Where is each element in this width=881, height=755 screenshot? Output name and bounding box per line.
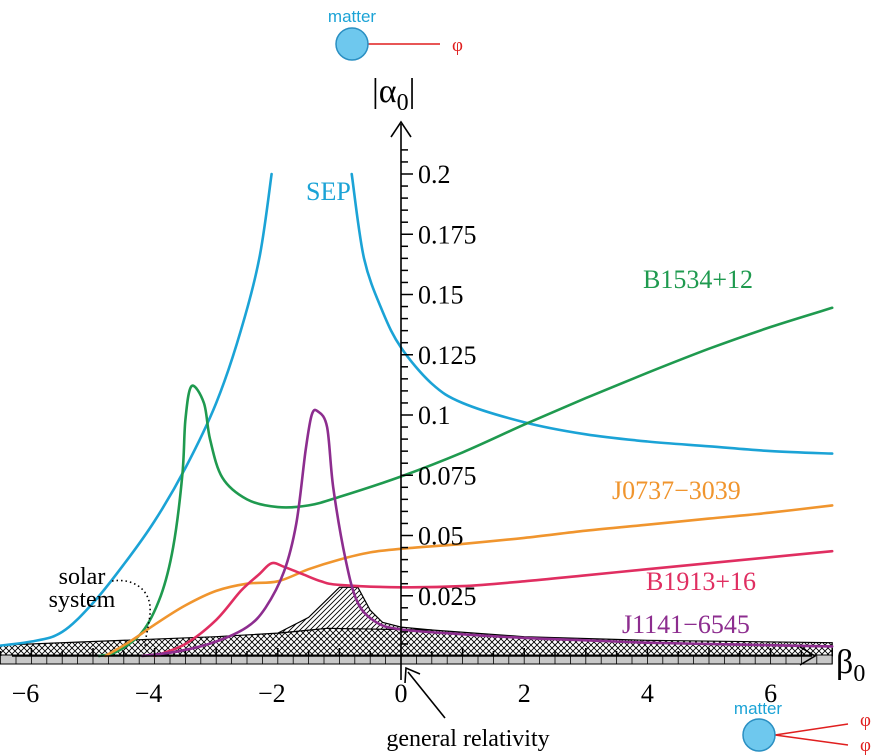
- x-tick-label: 2: [518, 679, 531, 708]
- x-tick-label: 0: [395, 679, 408, 708]
- annotation-solar: solar: [59, 564, 106, 590]
- y-tick-label: 0.1: [418, 401, 451, 430]
- constraint-regions: [0, 586, 833, 657]
- y-axis-title-bar: |: [409, 73, 416, 110]
- matter-bottom-icon: [742, 718, 776, 752]
- matter-top-icon: [335, 27, 369, 61]
- y-tick-label: 0.2: [418, 160, 451, 189]
- curve-j0737-3039-segment-1: [104, 504, 834, 658]
- label-b1534: B1534+12: [643, 265, 753, 294]
- phi-line-bottom-1: [774, 723, 849, 736]
- curve-sep-segment-1: [0, 172, 273, 647]
- axes: [0, 120, 833, 680]
- x-axis-title: β0: [836, 644, 865, 687]
- label-j1141: J1141−6545: [622, 610, 750, 639]
- solar-system-pointer: [111, 579, 151, 647]
- curve-b1913-16-segment-1: [153, 549, 834, 658]
- curves: [0, 172, 834, 658]
- labels: −6 −4 −2 0 2 4 6 0.025 0.05 0.075 0.1 0.125 0.15 0.17…: [12, 73, 866, 752]
- y-axis-arrow: [390, 120, 412, 138]
- x-axis-arrow: [799, 646, 817, 666]
- curve-b1534-12-segment-1: [97, 306, 834, 658]
- label-sep: SEP: [306, 177, 351, 206]
- y-tick-label: 0.125: [418, 341, 477, 370]
- curve-sep-segment-2: [350, 172, 834, 455]
- y-tick-label: 0.15: [418, 281, 464, 310]
- x-axis-title-subscript: 0: [853, 661, 865, 687]
- y-tick-label: 0.05: [418, 522, 464, 551]
- y-tick-label: 0.025: [418, 582, 477, 611]
- general-relativity-arrow-line: [407, 671, 446, 719]
- y-tick-label: 0.175: [418, 220, 477, 249]
- x-tick-label: −2: [258, 679, 286, 708]
- x-tick-label: −6: [12, 679, 40, 708]
- matter-bottom-label: matter: [734, 699, 783, 718]
- annotation-system: system: [49, 587, 116, 613]
- x-tick-label: 4: [641, 679, 654, 708]
- matter-top-label: matter: [328, 7, 377, 26]
- y-tick-label: 0.075: [418, 461, 477, 490]
- y-axis-title-subscript: 0: [397, 90, 409, 116]
- phi-top-label: φ: [452, 35, 463, 56]
- x-tick-label: −4: [135, 679, 163, 708]
- y-axis-title: |α0|: [372, 73, 415, 116]
- x-tick-label: 6: [764, 679, 777, 708]
- phi-line-bottom-2: [774, 734, 849, 746]
- label-j0737: J0737−3039: [612, 476, 741, 505]
- general-relativity-arrow-head: [404, 666, 421, 684]
- phi-bottom-label-2: φ: [860, 735, 871, 755]
- annotation-general-relativity: general relativity: [386, 726, 549, 752]
- phi-bottom-label-1: φ: [860, 710, 871, 731]
- curve-j1141-6545-segment-1: [141, 408, 834, 658]
- y-axis-title-symbol: |α: [372, 73, 397, 110]
- x-axis-title-symbol: β: [836, 644, 853, 681]
- label-b1913: B1913+16: [646, 567, 756, 596]
